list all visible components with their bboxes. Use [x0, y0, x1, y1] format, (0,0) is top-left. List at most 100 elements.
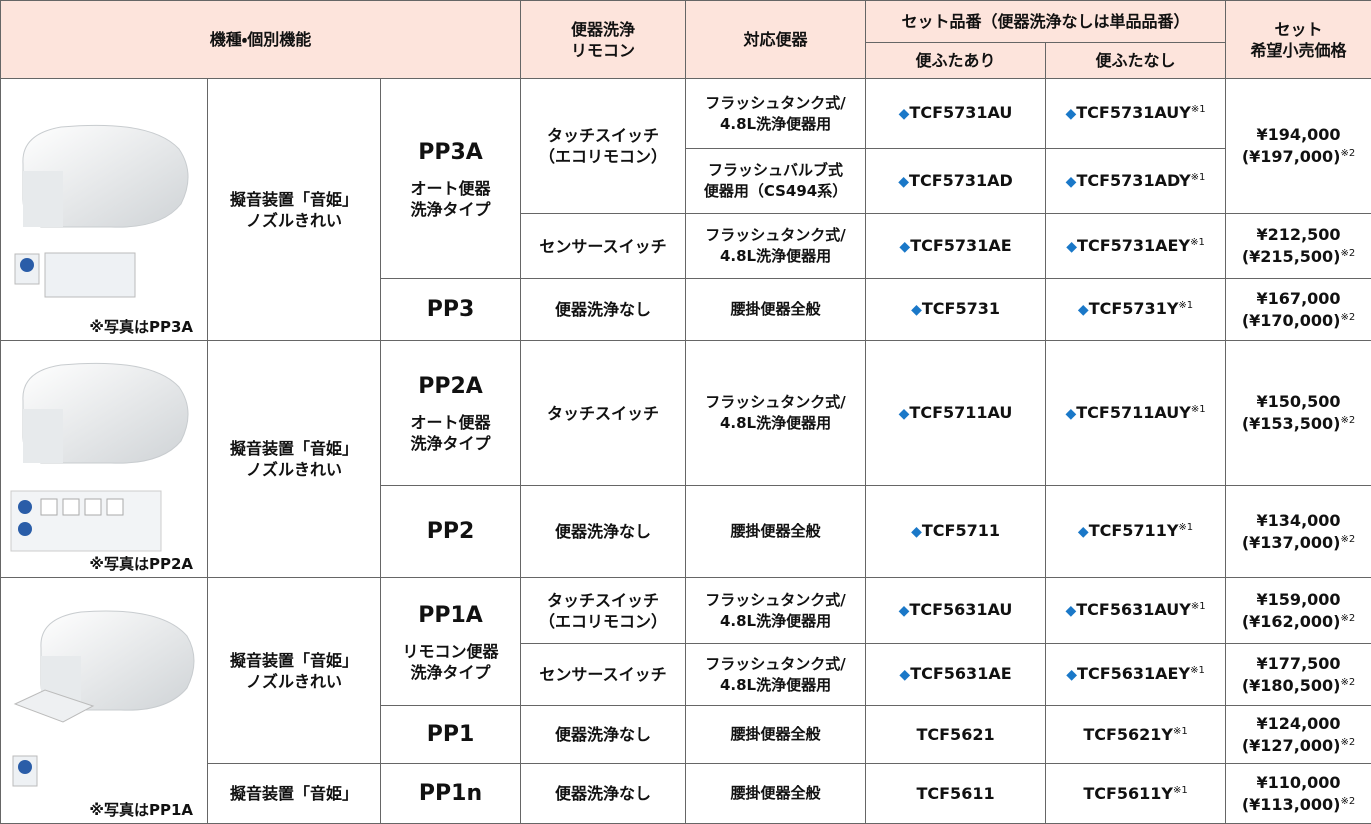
rows-without-lid-code: TCF5611Y [1083, 784, 1173, 803]
rows-model: PP1A [418, 603, 483, 628]
rows-model-type: 洗浄タイプ [411, 663, 491, 682]
rows-model: PP3 [427, 297, 475, 322]
rows-toilet: 腰掛便器全般 [731, 725, 821, 743]
rows-feature: ノズルきれい [246, 460, 342, 479]
table-cell: フラッシュタンク式/4.8L洗浄便器用 [686, 341, 866, 486]
rect [107, 499, 123, 515]
rows-model: PP2A [418, 374, 483, 399]
rows-with-lid-mark: ◆ [899, 603, 910, 619]
rows-toilet: フラッシュタンク式/ [705, 591, 845, 609]
header-remote: リモコン [571, 41, 635, 60]
header-cell: 便ふたなし [1046, 43, 1226, 79]
rows-without-lid-note: ※1 [1178, 522, 1193, 533]
rect [45, 253, 135, 297]
table-cell: フラッシュタンク式/4.8L洗浄便器用 [686, 214, 866, 279]
rows-toilet: 4.8L洗浄便器用 [720, 612, 831, 630]
rows-feature: 擬音装置「音姫」 [230, 784, 358, 803]
rows-price-incl: (¥113,000) [1242, 795, 1341, 814]
table-cell: ◆TCF5631AE [866, 644, 1046, 706]
header-cell: セット品番（便器洗浄なしは単品品番） [866, 1, 1226, 43]
table-cell: ◆TCF5731AD [866, 149, 1046, 214]
table-cell: ◆TCF5631AEY※1 [1046, 644, 1226, 706]
table-cell: ◆TCF5731AE [866, 214, 1046, 279]
rows-photo-caption: ※写真はPP1A [89, 800, 193, 821]
table-row: 機種・個別機能 便器洗浄リモコン 対応便器 セット品番（便器洗浄なしは単品品番）… [1, 1, 1371, 43]
rows-price-retail: ¥159,000 [1257, 590, 1341, 609]
rows-without-lid-mark: ◆ [1066, 239, 1077, 255]
rows-with-lid-code: TCF5731AU [909, 103, 1012, 122]
table-cell: ※写真はPP1A [1, 578, 208, 824]
header-cell: 対応便器 [686, 1, 866, 79]
rows-toilet: 腰掛便器全般 [731, 300, 821, 318]
rows-without-lid-note: ※1 [1190, 665, 1205, 676]
rows-without-lid-mark: ◆ [1066, 667, 1077, 683]
table-cell: ※写真はPP2A [1, 341, 208, 578]
rows-without-lid-code: TCF5731AUY [1076, 103, 1191, 122]
rows-without-lid-code: TCF5631AEY [1077, 664, 1190, 683]
header-without-lid: 便ふたなし [1096, 51, 1176, 70]
rows-price-incl: (¥153,500) [1242, 414, 1341, 433]
rows-remote: 便器洗浄なし [555, 300, 651, 319]
product-photo [1, 79, 206, 341]
rect [23, 171, 63, 227]
circle [18, 522, 32, 536]
table-header: 機種・個別機能 便器洗浄リモコン 対応便器 セット品番（便器洗浄なしは単品品番）… [1, 1, 1371, 79]
rows-price-retail: ¥124,000 [1257, 714, 1341, 733]
text-group: リモコン便器洗浄タイプ [381, 641, 520, 683]
rows-photo-caption: ※写真はPP3A [89, 317, 193, 338]
rows-with-lid-code: TCF5621 [916, 725, 994, 744]
rows-toilet: フラッシュタンク式/ [705, 226, 845, 244]
table-cell: 擬音装置「音姫」 [208, 764, 381, 824]
table-cell: ¥124,000(¥127,000)※2 [1226, 706, 1371, 764]
table-cell: 擬音装置「音姫」ノズルきれい [208, 341, 381, 578]
rows-with-lid-mark: ◆ [911, 524, 922, 540]
rows-without-lid-mark: ◆ [1078, 302, 1089, 318]
table-cell: PP3 [381, 279, 521, 341]
rows-with-lid-mark: ◆ [911, 302, 922, 318]
table-cell: PP2 [381, 486, 521, 578]
rows-price-retail: ¥134,000 [1257, 511, 1341, 530]
rows-price-retail: ¥110,000 [1257, 773, 1341, 792]
rows-price-incl: (¥137,000) [1242, 533, 1341, 552]
table-cell: センサースイッチ [521, 644, 686, 706]
rows-with-lid-code: TCF5711AU [909, 403, 1012, 422]
product-photo [1, 578, 206, 824]
rows-without-lid-mark: ◆ [1065, 406, 1076, 422]
header-cell: 便器洗浄リモコン [521, 1, 686, 79]
table-cell: タッチスイッチ（エコリモコン） [521, 578, 686, 644]
rows-price-note: ※2 [1340, 677, 1355, 688]
rect [63, 499, 79, 515]
rows-model-type: 洗浄タイプ [411, 434, 491, 453]
rows-price-incl: (¥162,000) [1242, 612, 1341, 631]
rows-model-type: オート便器 [411, 413, 491, 432]
rows-without-lid-code: TCF5711AUY [1076, 403, 1191, 422]
table-cell: ¥177,500(¥180,500)※2 [1226, 644, 1371, 706]
table-cell: TCF5621 [866, 706, 1046, 764]
rows-price-note: ※2 [1340, 796, 1355, 807]
table-cell: センサースイッチ [521, 214, 686, 279]
rows-without-lid-mark: ◆ [1065, 603, 1076, 619]
table-cell: ¥110,000 (¥113,000)※2 [1226, 764, 1371, 824]
table-cell: ◆TCF5711Y※1 [1046, 486, 1226, 578]
rows-remote: 便器洗浄なし [555, 725, 651, 744]
rows-remote: センサースイッチ [539, 237, 666, 256]
circle [18, 760, 32, 774]
table-cell: フラッシュタンク式/4.8L洗浄便器用 [686, 79, 866, 149]
rows-price-retail: ¥177,500 [1257, 654, 1341, 673]
table-cell: ◆TCF5631AUY※1 [1046, 578, 1226, 644]
rows-price-note: ※2 [1340, 737, 1355, 748]
rows-remote: センサースイッチ [539, 665, 666, 684]
rows-toilet: 腰掛便器全般 [731, 784, 821, 802]
rows-without-lid-code: TCF5731ADY [1076, 171, 1190, 190]
table-cell: ◆TCF5731Y※1 [1046, 279, 1226, 341]
rows-model-type: オート便器 [411, 179, 491, 198]
header-cell: 便ふたあり [866, 43, 1046, 79]
table-cell: TCF5621Y※1 [1046, 706, 1226, 764]
rows-with-lid-code: TCF5631AU [909, 600, 1012, 619]
rows-toilet: 4.8L洗浄便器用 [720, 414, 831, 432]
